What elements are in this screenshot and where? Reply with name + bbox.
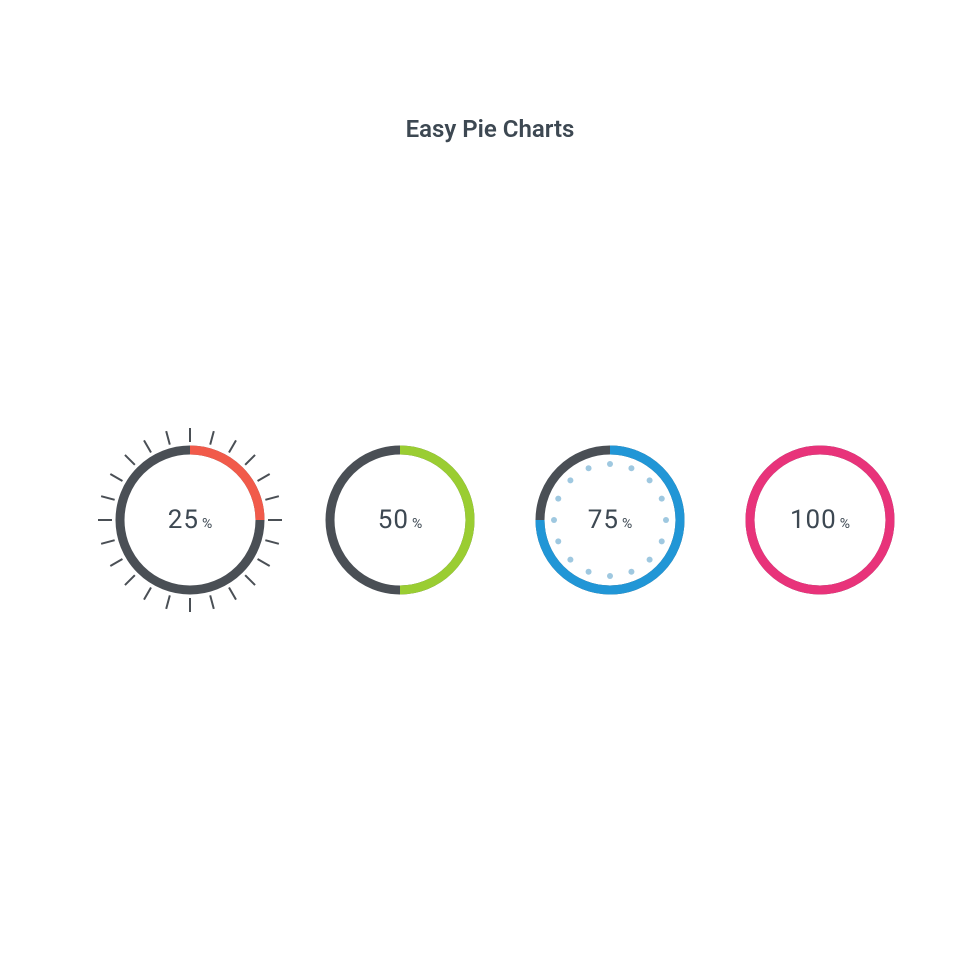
percent-symbol: % [412,516,422,532]
pie-chart-75-label: 75 % [588,505,633,535]
pie-chart-50: 50 % [305,425,495,615]
pie-chart-75-value: 75 [588,505,619,535]
page-title: Easy Pie Charts [0,115,980,143]
pie-chart-25-value: 25 [168,505,199,535]
pie-chart-100-label: 100 % [790,505,850,535]
pie-chart-25-label: 25 % [168,505,213,535]
pie-chart-25: 25 % [95,425,285,615]
pie-chart-75: 75 % [515,425,705,615]
pie-chart-100: 100 % [725,425,915,615]
pie-charts-row: 25 % 50 % 75 % 100 [95,425,915,615]
pie-chart-50-value: 50 [378,505,409,535]
percent-symbol: % [622,516,632,532]
percent-symbol: % [202,516,212,532]
pie-chart-50-label: 50 % [378,505,423,535]
percent-symbol: % [840,516,850,532]
pie-chart-100-value: 100 [790,505,837,535]
